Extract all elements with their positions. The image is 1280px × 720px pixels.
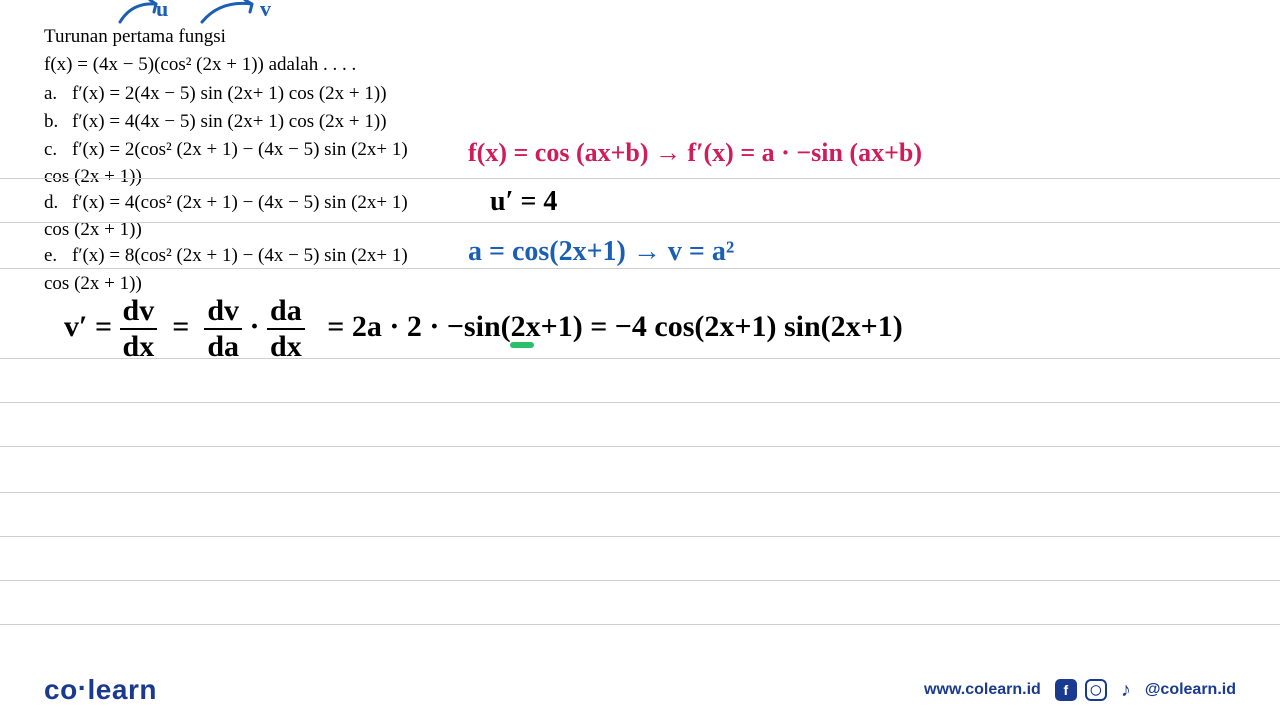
ruled-line (0, 492, 1280, 493)
ruled-line (0, 268, 1280, 269)
brand-co: co (44, 674, 78, 705)
ruled-line (0, 624, 1280, 625)
footer-handle: @colearn.id (1145, 681, 1236, 699)
option-b: b. f′(x) = 4(4x − 5) sin (2x+ 1) cos (2x… (44, 109, 1236, 135)
ruled-line (0, 402, 1280, 403)
footer-right: www.colearn.id f ◯ ♪ @colearn.id (924, 679, 1236, 701)
footer: co·learn www.colearn.id f ◯ ♪ @colearn.i… (0, 674, 1280, 706)
a-definition: a = cos(2x+1) → v = a² (468, 236, 734, 268)
ruled-line (0, 178, 1280, 179)
v-prime-chain: v′ = dvdx = dvda · dadx = 2a · 2 · −sin(… (64, 296, 903, 362)
option-a: a. f′(x) = 2(4x − 5) sin (2x+ 1) cos (2x… (44, 81, 1236, 107)
problem-line2: f(x) = (4x − 5)(cos² (2x + 1)) adalah . … (44, 52, 1236, 78)
option-d: d. f′(x) = 4(cos² (2x + 1) − (4x − 5) si… (44, 190, 1236, 216)
ruled-line (0, 446, 1280, 447)
footer-url: www.colearn.id (924, 681, 1041, 699)
brand-dot-icon: · (78, 672, 88, 703)
rule-derivative-cos: f(x) = cos (ax+b) → f′(x) = a · −sin (ax… (468, 138, 922, 168)
tiktok-icon: ♪ (1115, 679, 1137, 701)
label-u: u (156, 0, 168, 22)
brand-logo: co·learn (44, 674, 157, 706)
ruled-line (0, 580, 1280, 581)
v-prime-rhs: = 2a · 2 · −sin(2x+1) = −4 cos(2x+1) sin… (327, 310, 903, 343)
brand-learn: learn (88, 674, 157, 705)
u-prime: u′ = 4 (490, 186, 557, 218)
ruled-line (0, 358, 1280, 359)
ruled-line (0, 536, 1280, 537)
label-v: v (260, 0, 271, 22)
page: u v Turunan pertama fungsi f(x) = (4x − … (0, 0, 1280, 296)
social-icons: f ◯ ♪ @colearn.id (1055, 679, 1236, 701)
facebook-icon: f (1055, 679, 1077, 701)
green-mark-icon (510, 342, 534, 348)
arrow-v-icon (196, 0, 266, 26)
option-e-cont: cos (2x + 1)) (44, 271, 1236, 297)
instagram-icon: ◯ (1085, 679, 1107, 701)
problem-line1: Turunan pertama fungsi (44, 24, 1236, 50)
ruled-line (0, 222, 1280, 223)
